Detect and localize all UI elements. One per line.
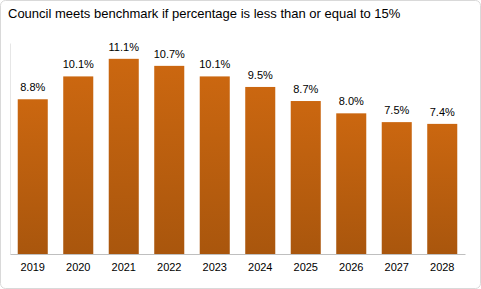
x-tick: 2028 (430, 261, 454, 273)
x-tick: 2026 (339, 261, 363, 273)
data-label: 7.5% (384, 104, 409, 116)
chart-border (1, 1, 481, 289)
bar (200, 76, 230, 254)
x-tick-label: 2024 (248, 261, 272, 273)
x-tick-label: 2027 (385, 261, 409, 273)
bar (109, 59, 139, 254)
y-axis-line (10, 44, 11, 255)
bars (18, 59, 458, 254)
data-labels: 8.8% 10.1% 11.1% 10.7% 10.1% 9.5% 8.7% 8.0% 7.5%… (20, 41, 455, 118)
title: Council meets benchmark if percentage is… (8, 6, 401, 21)
x-tick: 2023 (203, 261, 227, 273)
data-label: 9.5% (248, 69, 273, 81)
bar (245, 87, 275, 254)
x-tick: 2025 (294, 261, 318, 273)
data-label: 11.1% (109, 41, 140, 53)
x-tick-label: 2028 (430, 261, 454, 273)
x-tick-label: 2025 (294, 261, 318, 273)
data-label: 10.7% (154, 48, 185, 60)
data-label: 7.4% (430, 106, 455, 118)
x-tick: 2019 (21, 261, 45, 273)
x-tick-label: 2019 (21, 261, 45, 273)
bar (336, 113, 366, 254)
x-tick: 2021 (112, 261, 136, 273)
bar (382, 122, 412, 254)
x-tick-label: 2021 (112, 261, 136, 273)
x-tick: 2024 (248, 261, 272, 273)
x-axis: 2019 2020 2021 2022 2023 2024 2025 2026 2027 2028 (11, 255, 466, 273)
x-tick-label: 2023 (203, 261, 227, 273)
plot: 2019 2020 2021 2022 2023 2024 2025 2026 2027 2028… (11, 41, 466, 273)
data-label: 8.0% (339, 95, 364, 107)
data-label: 10.1% (63, 58, 94, 70)
x-tick: 2027 (385, 261, 409, 273)
bar (291, 101, 321, 254)
bar (18, 99, 48, 254)
bar (427, 124, 457, 254)
x-tick: 2022 (157, 261, 181, 273)
data-label: 8.8% (20, 81, 45, 93)
chart: Council meets benchmark if percentage is… (0, 0, 481, 289)
bar (154, 66, 184, 254)
x-tick-label: 2022 (157, 261, 181, 273)
x-tick-label: 2020 (66, 261, 90, 273)
x-tick: 2020 (66, 261, 90, 273)
bar (63, 76, 93, 254)
y-axis (10, 44, 11, 255)
data-label: 10.1% (199, 58, 230, 70)
x-tick-label: 2026 (339, 261, 363, 273)
data-label: 8.7% (293, 83, 318, 95)
x-axis-line (11, 254, 466, 255)
